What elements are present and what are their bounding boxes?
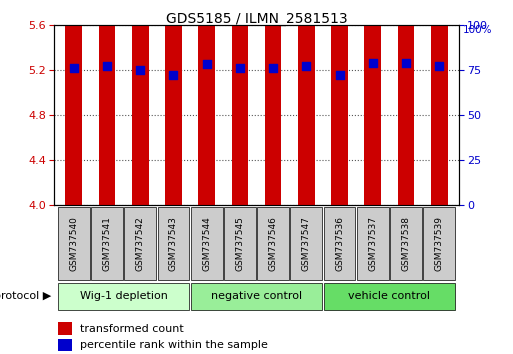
FancyBboxPatch shape (124, 207, 156, 280)
Text: 100%: 100% (463, 25, 492, 35)
Text: GSM737543: GSM737543 (169, 216, 178, 271)
Bar (58, 322, 72, 335)
FancyBboxPatch shape (390, 207, 422, 280)
FancyBboxPatch shape (58, 283, 189, 310)
FancyBboxPatch shape (357, 207, 389, 280)
Bar (98, 0, 115, 205)
FancyBboxPatch shape (324, 283, 455, 310)
Text: Wig-1 depletion: Wig-1 depletion (80, 291, 168, 302)
Point (136, 67, 144, 73)
Text: GSM737542: GSM737542 (136, 216, 145, 271)
Text: GSM737546: GSM737546 (269, 216, 278, 271)
Bar (132, 0, 149, 205)
FancyBboxPatch shape (191, 283, 322, 310)
Text: GSM737547: GSM737547 (302, 216, 311, 271)
Bar (431, 0, 447, 205)
Bar (298, 0, 314, 205)
FancyBboxPatch shape (257, 207, 289, 280)
Point (369, 60, 377, 65)
FancyBboxPatch shape (423, 207, 455, 280)
FancyBboxPatch shape (224, 207, 256, 280)
Text: negative control: negative control (211, 291, 302, 302)
Bar (398, 0, 415, 205)
Text: transformed count: transformed count (80, 324, 184, 333)
Bar (265, 0, 282, 205)
Point (169, 73, 177, 78)
FancyBboxPatch shape (290, 207, 322, 280)
Text: GSM737545: GSM737545 (235, 216, 244, 271)
Bar (331, 0, 348, 205)
Point (236, 65, 244, 71)
Text: GSM737538: GSM737538 (402, 216, 410, 271)
Text: percentile rank within the sample: percentile rank within the sample (80, 340, 268, 350)
FancyBboxPatch shape (191, 207, 223, 280)
Bar (165, 0, 182, 205)
Text: GSM737536: GSM737536 (335, 216, 344, 271)
Text: protocol ▶: protocol ▶ (0, 291, 51, 302)
Point (203, 62, 211, 67)
Bar (66, 0, 82, 205)
Text: GSM737537: GSM737537 (368, 216, 377, 271)
FancyBboxPatch shape (324, 207, 356, 280)
Text: GSM737540: GSM737540 (69, 216, 78, 271)
Point (435, 63, 443, 69)
Bar (364, 0, 381, 205)
Point (336, 73, 344, 78)
Text: GSM737541: GSM737541 (103, 216, 111, 271)
Bar (58, 339, 72, 351)
FancyBboxPatch shape (58, 207, 90, 280)
Point (269, 65, 277, 71)
FancyBboxPatch shape (157, 207, 189, 280)
Point (302, 63, 310, 69)
Text: vehicle control: vehicle control (348, 291, 430, 302)
Point (70, 65, 78, 71)
Bar (231, 0, 248, 205)
Point (402, 60, 410, 65)
Text: GSM737539: GSM737539 (435, 216, 444, 271)
Bar (199, 0, 215, 205)
Point (103, 63, 111, 69)
FancyBboxPatch shape (91, 207, 123, 280)
Text: GSM737544: GSM737544 (202, 216, 211, 271)
Text: GDS5185 / ILMN_2581513: GDS5185 / ILMN_2581513 (166, 12, 347, 27)
